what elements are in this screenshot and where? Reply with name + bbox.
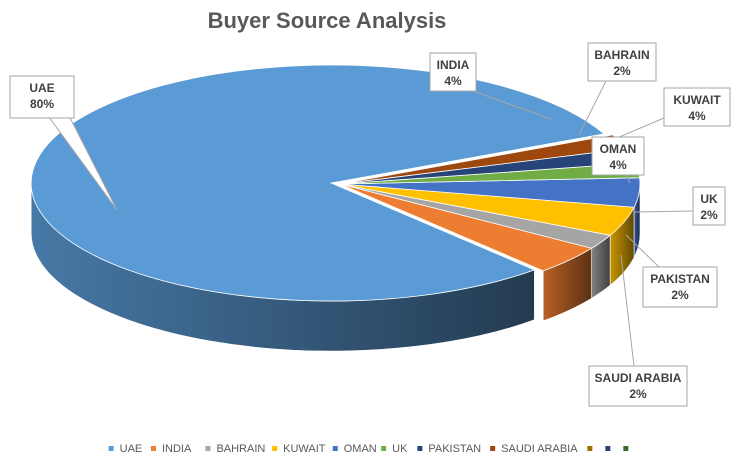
data-label-value-saudi-arabia: 2% — [629, 387, 647, 401]
legend-item-india[interactable]: INDIA — [150, 443, 192, 455]
callout-box-oman — [591, 136, 645, 176]
data-label-value-india: 4% — [444, 74, 462, 88]
leader-line-india — [472, 90, 552, 120]
callout-box-kuwait — [663, 87, 731, 127]
legend-marker — [272, 446, 278, 451]
data-label-category-saudi-arabia: SAUDI ARABIA — [595, 371, 682, 385]
legend-item-saudi-arabia[interactable]: SAUDI ARABIA — [490, 443, 578, 455]
callout-box-saudi-arabia — [588, 365, 688, 407]
legend-marker — [381, 446, 387, 451]
callout-box-india — [429, 52, 477, 92]
data-label-value-uk: 2% — [700, 208, 718, 222]
data-label-value-kuwait: 4% — [688, 109, 706, 123]
legend-marker — [490, 446, 496, 451]
legend-item-item-8[interactable] — [587, 446, 593, 451]
legend-label: BAHRAIN — [216, 443, 265, 455]
leader-line-uk — [633, 210, 694, 213]
data-label-category-uae: UAE — [29, 81, 54, 95]
data-labels: UAE 80% INDIA 4% BAHRAIN 2% KUWAIT 4% OMAN 4% UK 2%… — [9, 42, 731, 407]
callout-box-pakistan — [642, 266, 718, 308]
legend-item-oman[interactable]: OMAN — [332, 443, 377, 455]
callout-box-uae — [9, 75, 75, 119]
legend-item-item-10[interactable] — [623, 446, 629, 451]
data-label-category-india: INDIA — [437, 58, 470, 72]
data-label-category-kuwait: KUWAIT — [673, 93, 721, 107]
data-label-value-bahrain: 2% — [613, 64, 631, 78]
legend-item-bahrain[interactable]: BAHRAIN — [205, 443, 265, 455]
legend-marker — [205, 446, 211, 451]
data-label-value-uae: 80% — [30, 97, 54, 111]
callout-box-bahrain — [587, 42, 657, 82]
legend-marker — [108, 446, 114, 451]
chart-title: Buyer Source Analysis — [207, 8, 447, 33]
legend-label: PAKISTAN — [428, 443, 481, 455]
pie-top-faces — [30, 64, 641, 302]
data-label-category-bahrain: BAHRAIN — [594, 48, 649, 62]
leader-line-oman — [625, 174, 631, 184]
legend-item-uk[interactable]: UK — [381, 443, 408, 455]
data-label-value-oman: 4% — [609, 158, 627, 172]
legend-item-item-9[interactable] — [605, 446, 611, 451]
legend-label: UK — [392, 443, 408, 455]
leader-line-pakistan — [625, 234, 660, 268]
data-label-value-pakistan: 2% — [671, 288, 689, 302]
legend-marker — [605, 446, 611, 451]
legend-marker — [150, 446, 156, 451]
legend-label: SAUDI ARABIA — [501, 443, 578, 455]
legend: UAE INDIA BAHRAIN KUWAIT OMAN UK PAKISTAN SAUDI… — [108, 443, 629, 455]
legend-label: INDIA — [162, 443, 192, 455]
legend-item-kuwait[interactable]: KUWAIT — [272, 443, 326, 455]
legend-label: KUWAIT — [283, 443, 326, 455]
data-label-category-pakistan: PAKISTAN — [650, 272, 710, 286]
leader-line-bahrain — [578, 80, 607, 136]
legend-label: UAE — [120, 443, 143, 455]
legend-item-uae[interactable]: UAE — [108, 443, 143, 455]
data-label-category-uk: UK — [700, 192, 718, 206]
legend-marker — [417, 446, 423, 451]
legend-item-pakistan[interactable]: PAKISTAN — [417, 443, 481, 455]
legend-marker — [623, 446, 629, 451]
leader-line-saudi-arabia — [620, 254, 635, 367]
legend-marker — [332, 446, 338, 451]
legend-marker — [587, 446, 593, 451]
data-label-category-oman: OMAN — [600, 142, 637, 156]
callout-box-uk — [692, 186, 726, 226]
legend-label: OMAN — [344, 443, 377, 455]
